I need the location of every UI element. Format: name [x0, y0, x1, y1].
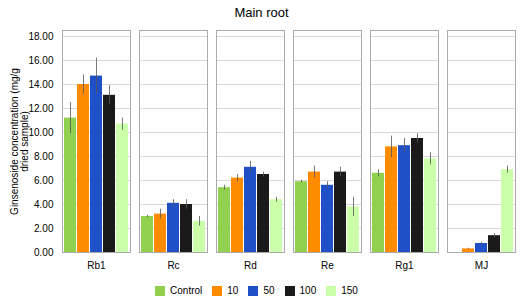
svg-text:12.00: 12.00: [28, 103, 53, 114]
html-text:Main root: Main root: [234, 5, 289, 20]
svg-text:6.00: 6.00: [34, 175, 54, 186]
html-text:100: 100: [299, 285, 317, 296]
svg-text:16.00: 16.00: [28, 55, 53, 66]
svg-text:Re: Re: [321, 260, 334, 271]
svg-text:0.00: 0.00: [34, 247, 54, 258]
html-text:150: 150: [341, 285, 358, 296]
svg-text:Rc: Rc: [167, 260, 179, 271]
html-text:50: 50: [263, 285, 275, 296]
svg-text:Rd: Rd: [244, 260, 257, 271]
svg-text:8.00: 8.00: [34, 151, 54, 162]
html-text:10: 10: [227, 285, 239, 296]
svg-text:14.00: 14.00: [28, 79, 53, 90]
svg-text:Rb1: Rb1: [87, 260, 106, 271]
svg-text:Rg1: Rg1: [395, 260, 414, 271]
svg-text:18.00: 18.00: [28, 31, 53, 42]
svg-text:4.00: 4.00: [34, 199, 54, 210]
svg-text:Ginsenoside concentration (mg/: Ginsenoside concentration (mg/gdried sam…: [9, 68, 30, 215]
svg-text:2.00: 2.00: [34, 223, 54, 234]
svg-text:MJ: MJ: [475, 260, 488, 271]
svg-text:10.00: 10.00: [28, 127, 53, 138]
html-text:Control: Control: [170, 285, 203, 296]
